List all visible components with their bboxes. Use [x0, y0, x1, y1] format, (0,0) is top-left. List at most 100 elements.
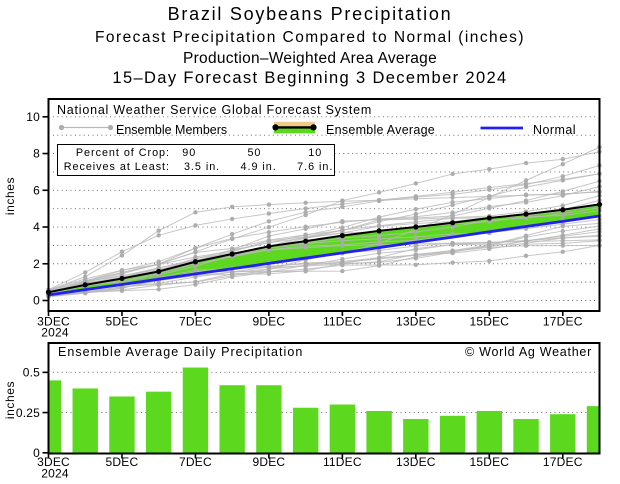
ensemble-average-dot [413, 224, 419, 230]
ensemble-member-dot [413, 247, 419, 253]
ensemble-member-dot [303, 232, 308, 237]
x-tick-label: 11DEC [323, 455, 362, 469]
ensemble-average-dot [560, 207, 566, 213]
ensemble-member-dot [523, 198, 529, 203]
x-tick-label: 17DEC [543, 455, 583, 469]
copyright-credit: © World Ag Weather [465, 344, 592, 359]
crop-amt-2: 4.9 in. [240, 161, 277, 174]
ensemble-member-dot [340, 261, 345, 267]
ensemble-member-dot [229, 269, 235, 275]
ensemble-member-line [48, 151, 600, 291]
ensemble-member-dot [266, 233, 272, 239]
ensemble-member-dot [303, 206, 308, 211]
ensemble-average-dot [266, 243, 272, 249]
ensemble-member-line [48, 173, 600, 294]
ensemble-member-dot [193, 223, 198, 228]
crop-pct-1: 90 [182, 146, 197, 159]
ensemble-member-dot [413, 194, 419, 199]
y-tick-label: 8 [33, 147, 40, 161]
plot-border [47, 342, 601, 455]
daily-bar [109, 396, 135, 454]
x-tick-label: 9DEC [252, 315, 285, 329]
daily-chart-title: Ensemble Average Daily Precipitation [58, 344, 304, 359]
ensemble-member-dot [376, 233, 382, 238]
crop-amt-3: 7.6 in. [297, 161, 334, 174]
daily-bars [48, 367, 600, 454]
x-tick-label: 13DEC [396, 455, 436, 469]
ensemble-average-dot [339, 233, 345, 239]
y-tick-label: 0 [33, 446, 40, 460]
ensemble-member-dot [376, 223, 382, 228]
x-tick-label: 7DEC [179, 315, 212, 329]
ensemble-member-dot [450, 212, 455, 217]
ensemble-member-dot [193, 267, 198, 273]
ensemble-member-dot [156, 228, 161, 233]
ensemble-member-dot [487, 166, 492, 172]
ensemble-member-dot [450, 202, 455, 208]
crop-percent-box: Percent of Crop: 90 50 10 Receives at Le… [56, 143, 335, 177]
plot-border [47, 98, 601, 312]
ensemble-member-dot [266, 225, 272, 230]
daily-bar [146, 391, 172, 454]
y-tick-label: 0.25 [16, 406, 40, 420]
x-tick-label: 13DEC [396, 315, 436, 329]
ensemble-average-dot [229, 251, 235, 257]
ensemble-member-dot [193, 263, 198, 269]
ensemble-member-dot [523, 239, 529, 244]
x-tick-label: 17DEC [543, 315, 583, 329]
daily-bar [292, 407, 319, 454]
daily-bar [182, 367, 209, 454]
ensemble-member-dot [266, 229, 272, 235]
ensemble-member-dot [156, 233, 161, 238]
ensemble-average-dot [449, 220, 456, 226]
subtitle-production-weighted: Production–Weighted Area Average [183, 49, 437, 67]
daily-bar [219, 385, 245, 454]
ensemble-member-dot [119, 253, 125, 258]
daily-bar [550, 414, 576, 454]
ensemble-average-legend-sample [272, 121, 317, 133]
ensemble-member-dot [83, 274, 88, 279]
x-axis-year-label: 2024 [41, 467, 69, 481]
daily-bar [476, 410, 502, 454]
top-chart-y-axis-label: inches [3, 176, 17, 216]
x-tick-label: 3DEC [37, 315, 70, 329]
ensemble-member-line [48, 165, 600, 293]
ensemble-member-dot [413, 234, 419, 240]
subtitle-forecast-period: 15–Day Forecast Beginning 3 December 202… [112, 69, 508, 87]
ensemble-member-dot [450, 171, 455, 177]
ensemble-member-dot [376, 255, 382, 261]
ensemble-member-dot [523, 160, 529, 166]
ensemble-average-dot [303, 238, 309, 244]
ensemble-member-dot [266, 219, 272, 224]
ensemble-member-dot [303, 212, 308, 218]
ensemble-member-line [48, 239, 600, 293]
ensemble-member-dot [560, 221, 565, 227]
legend-normal-label: Normal [533, 122, 576, 137]
ensemble-average-dot [156, 268, 162, 275]
ensemble-member-dot [413, 252, 419, 257]
ensemble-member-dot [156, 287, 161, 292]
x-tick-label: 3DEC [37, 455, 70, 469]
ensemble-member-dot [340, 243, 345, 248]
ensemble-member-dot [303, 200, 308, 205]
crop-row2-label: Receives at Least: [63, 161, 170, 174]
daily-bar [366, 410, 392, 454]
legend-ensemble-members-label: Ensemble Members [116, 122, 228, 137]
ensemble-member-dot [523, 178, 529, 183]
ensemble-member-dot [487, 185, 492, 190]
ensemble-member-dot [193, 279, 198, 285]
ensemble-member-dot [487, 258, 492, 264]
ensemble-member-dot [376, 190, 382, 195]
ensemble-member-dot [266, 237, 272, 243]
ensemble-member-line [48, 228, 600, 295]
x-tick-label: 9DEC [252, 455, 285, 469]
ensemble-member-dot [523, 181, 529, 186]
ensemble-member-dot [229, 246, 235, 251]
ensemble-member-dot [560, 238, 565, 243]
ensemble-member-dot [450, 260, 455, 265]
ensemble-member-dot [376, 259, 382, 264]
ensemble-member-dot [413, 262, 419, 268]
ensemble-average-dot [192, 259, 199, 265]
ensemble-average-dot [486, 215, 492, 221]
